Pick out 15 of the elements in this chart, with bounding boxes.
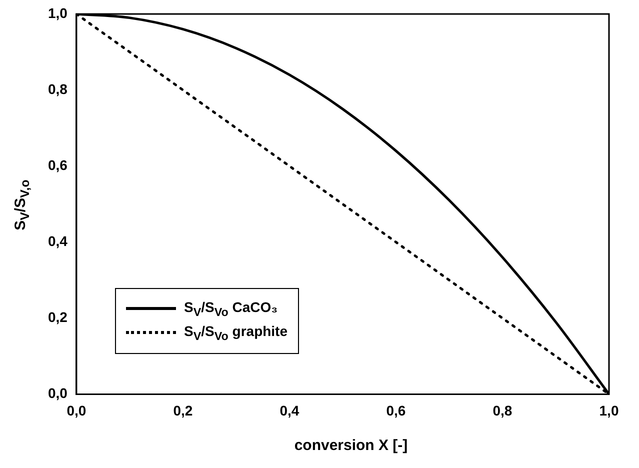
y-tick-label: 0,4 [48,232,68,249]
x-tick-label: 0,8 [492,402,512,418]
legend-label: S$_{V}$/S$_{Vo}$ CaCO₃ [184,299,278,319]
y-tick-label: 1,0 [48,4,68,21]
x-axis-title: conversion X [-] [294,437,408,454]
x-tick-label: 0,4 [280,402,300,418]
x-tick-label: 1,0 [599,402,619,418]
y-tick-label: 0,6 [48,156,68,173]
y-tick-label: 0,8 [48,80,68,97]
y-tick-label: 0,2 [48,309,68,326]
legend-label: S$_{V}$/S$_{Vo}$ graphite [184,322,288,343]
y-tick-label: 0,0 [48,385,68,402]
x-tick-label: 0,0 [66,402,86,418]
x-tick-label: 0,6 [386,402,406,418]
x-tick-label: 0,2 [173,402,193,418]
